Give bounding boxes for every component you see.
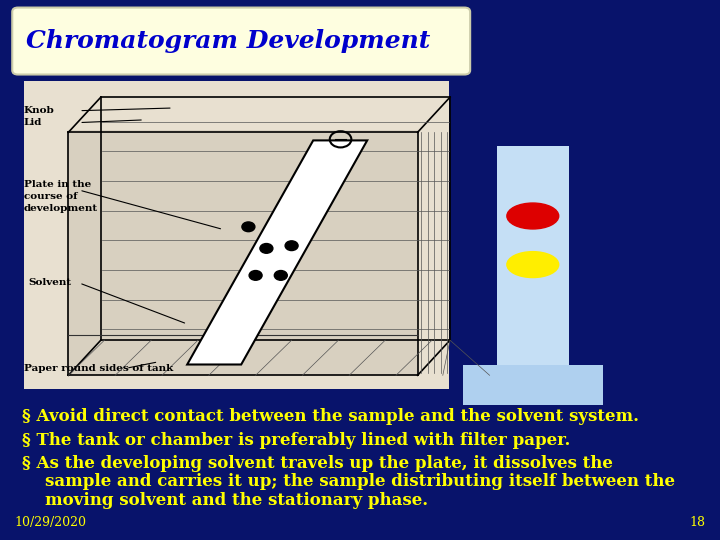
Text: development: development xyxy=(24,204,98,213)
Text: 10/29/2020: 10/29/2020 xyxy=(14,516,86,529)
Bar xyxy=(24,81,449,389)
Text: 18: 18 xyxy=(690,516,706,529)
Text: moving solvent and the stationary phase.: moving solvent and the stationary phase. xyxy=(22,492,428,509)
Ellipse shape xyxy=(507,203,559,229)
Circle shape xyxy=(274,271,287,280)
Text: § Avoid direct contact between the sample and the solvent system.: § Avoid direct contact between the sampl… xyxy=(22,408,639,426)
Text: Chromatogram Development: Chromatogram Development xyxy=(26,29,430,53)
Text: course of: course of xyxy=(24,192,77,201)
Text: Plate in the: Plate in the xyxy=(24,180,91,189)
Polygon shape xyxy=(68,130,418,375)
Text: § As the developing solvent travels up the plate, it dissolves the: § As the developing solvent travels up t… xyxy=(22,455,613,472)
Polygon shape xyxy=(187,140,367,364)
Text: Paper round sides of tank: Paper round sides of tank xyxy=(24,364,173,373)
Circle shape xyxy=(260,244,273,253)
Text: Lid: Lid xyxy=(24,118,42,127)
Ellipse shape xyxy=(507,252,559,278)
FancyBboxPatch shape xyxy=(12,8,470,75)
Circle shape xyxy=(249,271,262,280)
Text: § The tank or chamber is preferably lined with filter paper.: § The tank or chamber is preferably line… xyxy=(22,431,570,449)
Bar xyxy=(497,146,569,386)
Circle shape xyxy=(285,241,298,251)
Text: sample and carries it up; the sample distributing itself between the: sample and carries it up; the sample dis… xyxy=(22,473,675,490)
Text: Knob: Knob xyxy=(24,106,55,115)
Bar xyxy=(463,364,603,405)
Text: Solvent: Solvent xyxy=(29,279,72,287)
Circle shape xyxy=(242,222,255,232)
